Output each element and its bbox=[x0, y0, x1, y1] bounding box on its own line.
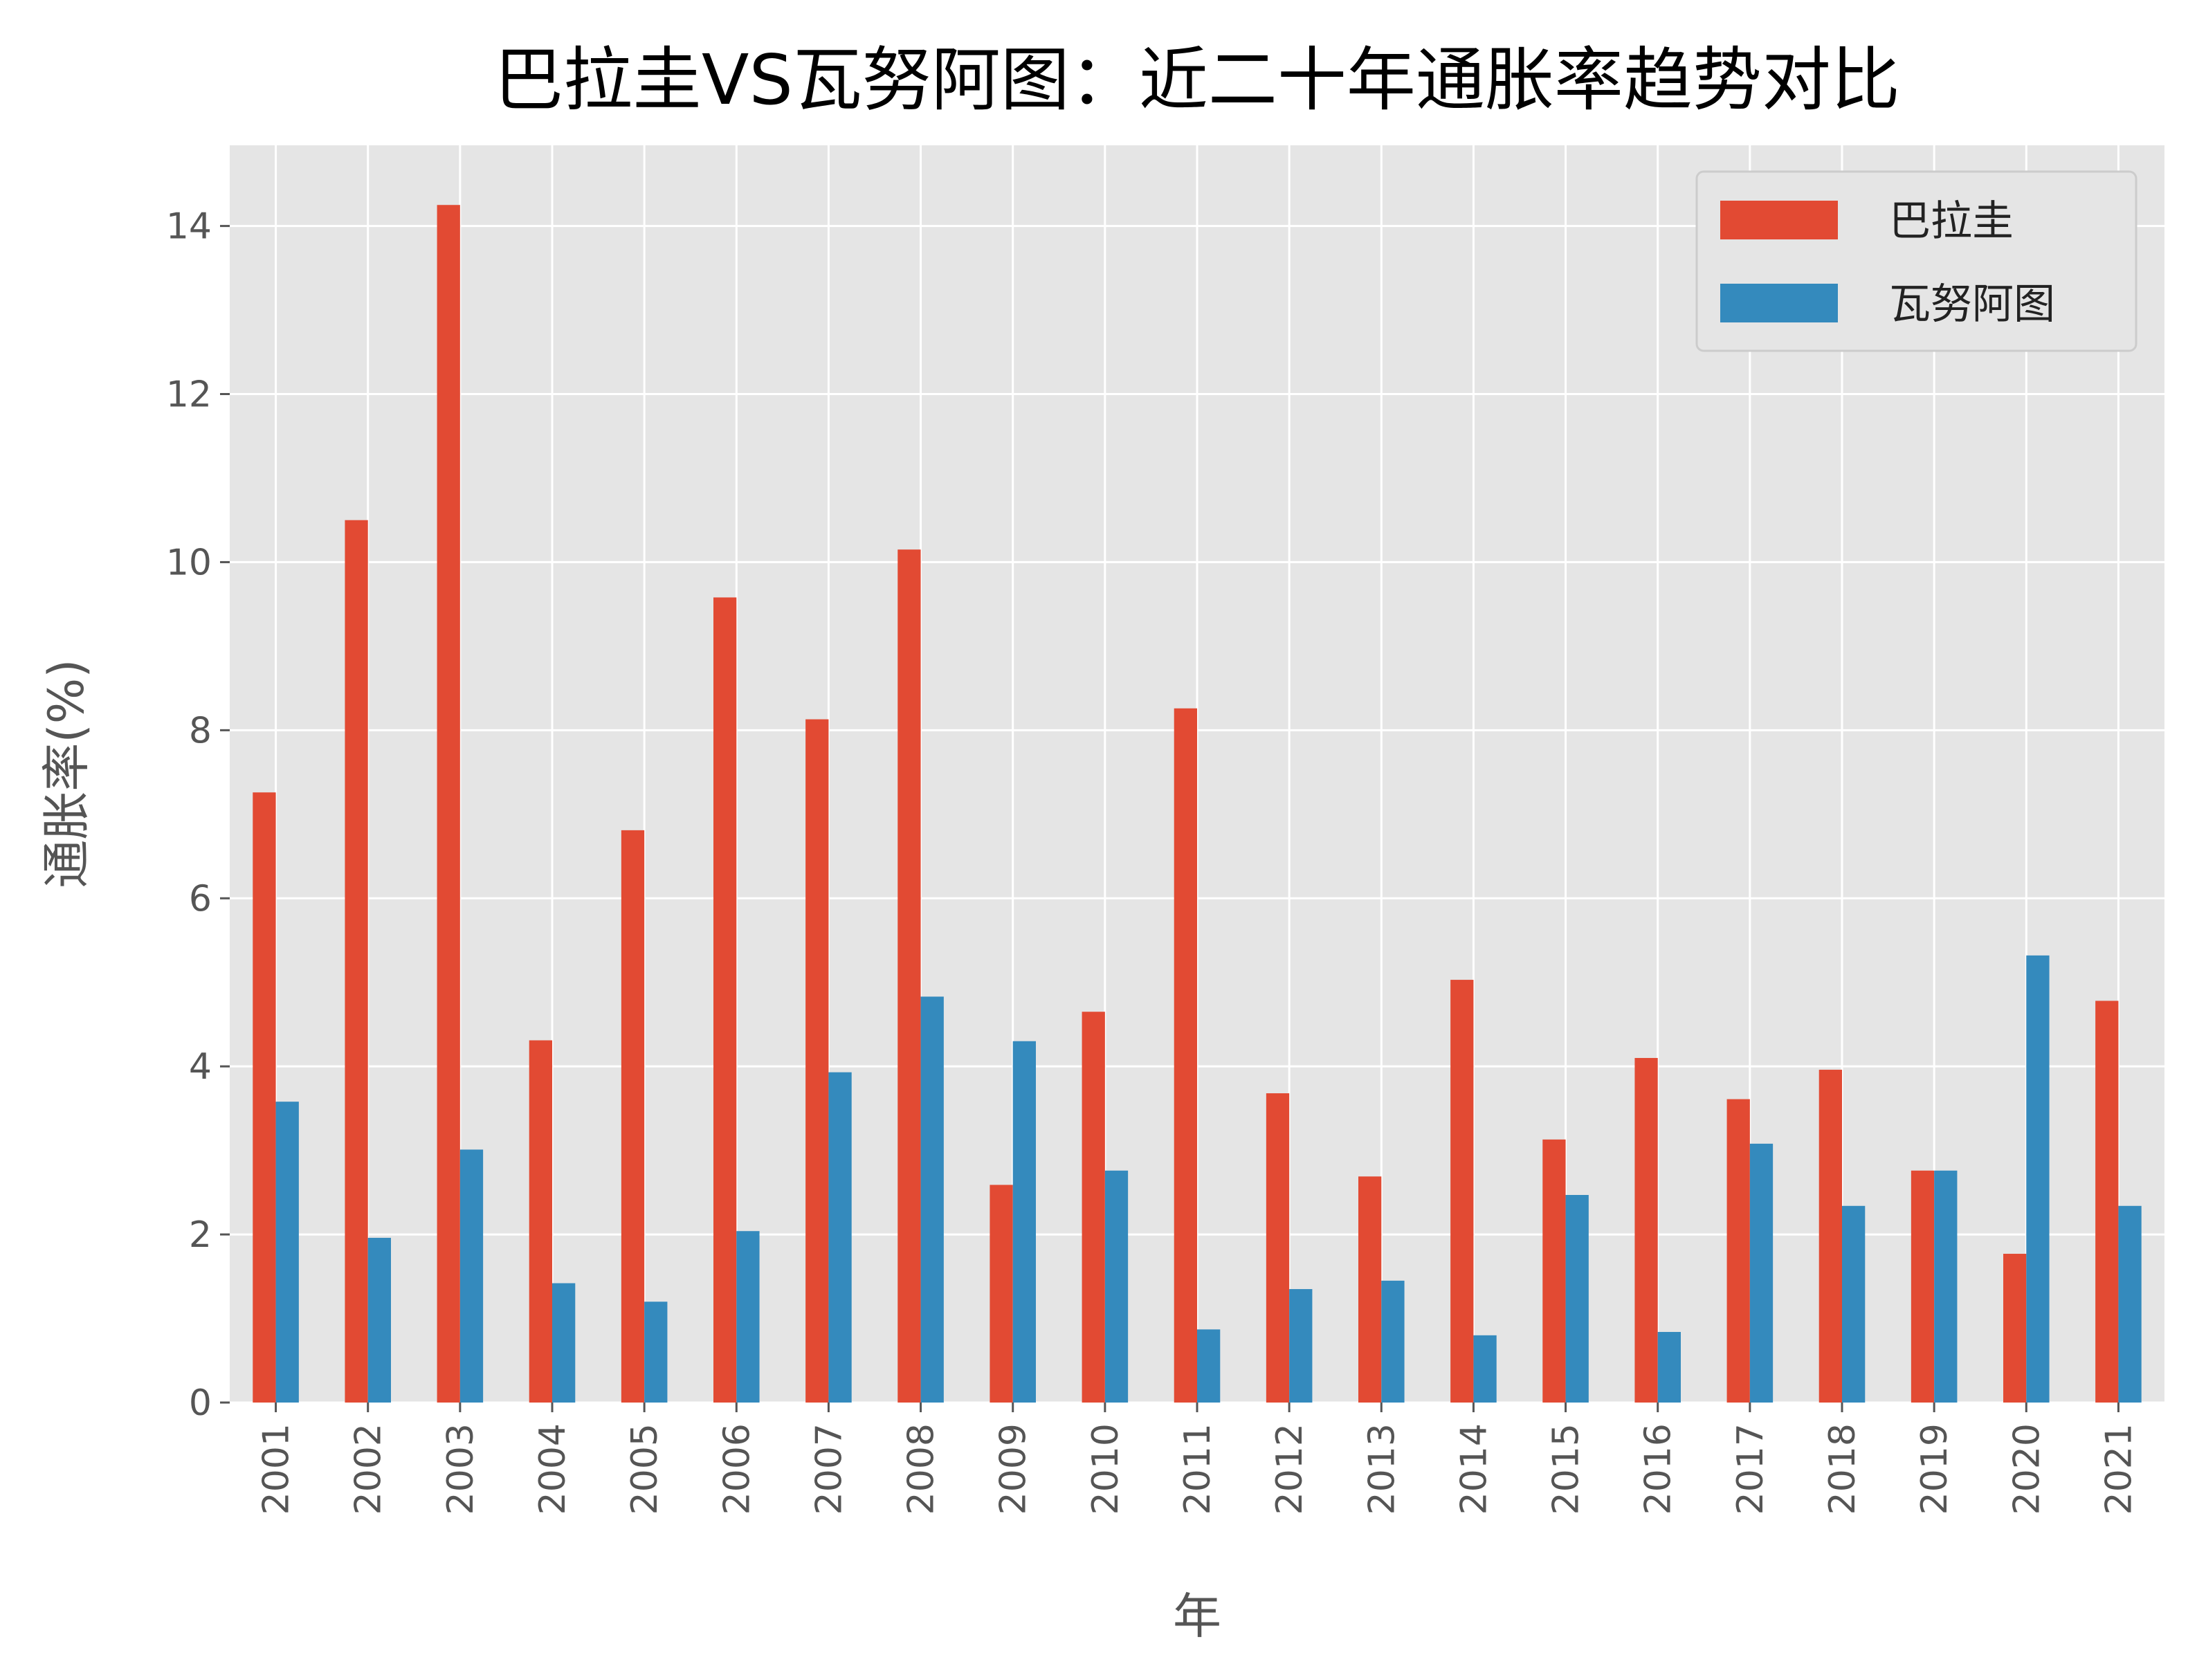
y-tick-label: 10 bbox=[166, 542, 212, 583]
bar-vanuatu-2004 bbox=[552, 1283, 576, 1403]
legend: 巴拉圭 瓦努阿图 bbox=[1695, 170, 2137, 352]
y-tick-label: 14 bbox=[166, 206, 212, 248]
y-tick-label: 8 bbox=[189, 710, 212, 751]
bar-paraguay-2008 bbox=[897, 549, 921, 1403]
bar-paraguay-2013 bbox=[1358, 1176, 1382, 1403]
x-tick-label: 2003 bbox=[440, 1423, 482, 1515]
x-tick-label: 2017 bbox=[1730, 1423, 1771, 1515]
x-tick-label: 2008 bbox=[901, 1423, 942, 1515]
y-tick-label: 6 bbox=[189, 878, 212, 920]
bar-paraguay-2019 bbox=[1911, 1170, 1935, 1403]
bar-paraguay-2014 bbox=[1450, 980, 1474, 1403]
bar-vanuatu-2008 bbox=[920, 996, 944, 1403]
x-tick-label: 2016 bbox=[1638, 1423, 1679, 1515]
bar-vanuatu-2003 bbox=[459, 1149, 484, 1403]
bar-vanuatu-2012 bbox=[1289, 1289, 1313, 1403]
bar-paraguay-2006 bbox=[713, 597, 737, 1403]
bar-paraguay-2011 bbox=[1174, 708, 1197, 1403]
bar-paraguay-2005 bbox=[621, 830, 645, 1403]
bar-vanuatu-2005 bbox=[644, 1302, 668, 1403]
bar-paraguay-2001 bbox=[253, 792, 276, 1403]
x-tick-label: 2018 bbox=[1822, 1423, 1863, 1515]
legend-label-paraguay: 巴拉圭 bbox=[1889, 197, 2014, 246]
x-tick-label: 2012 bbox=[1269, 1423, 1311, 1515]
bar-vanuatu-2001 bbox=[275, 1102, 299, 1403]
bar-paraguay-2017 bbox=[1726, 1099, 1750, 1403]
bar-vanuatu-2011 bbox=[1197, 1329, 1221, 1403]
x-tick-label: 2009 bbox=[993, 1423, 1034, 1515]
bar-paraguay-2004 bbox=[529, 1040, 552, 1403]
x-tick-label: 2019 bbox=[1914, 1423, 1956, 1515]
bar-vanuatu-2013 bbox=[1381, 1280, 1405, 1403]
bar-vanuatu-2017 bbox=[1749, 1143, 1774, 1403]
x-tick-label: 2014 bbox=[1453, 1423, 1495, 1515]
bars bbox=[253, 205, 2142, 1403]
x-tick-label: 2001 bbox=[256, 1423, 298, 1515]
x-tick-label: 2015 bbox=[1546, 1423, 1587, 1515]
x-tick-label: 2020 bbox=[2006, 1423, 2048, 1515]
x-axis-label: 年 bbox=[1173, 1588, 1221, 1645]
y-tick-label: 2 bbox=[189, 1214, 212, 1256]
bar-paraguay-2009 bbox=[990, 1185, 1013, 1403]
bar-paraguay-2012 bbox=[1266, 1093, 1290, 1403]
x-tick-label: 2011 bbox=[1177, 1423, 1219, 1515]
y-axis-label: 通胀率(%) bbox=[38, 659, 95, 888]
bar-paraguay-2020 bbox=[2003, 1254, 2027, 1403]
bar-paraguay-2016 bbox=[1634, 1058, 1658, 1403]
x-tick-label: 2004 bbox=[532, 1423, 574, 1515]
ticks: 0 2 4 6 8 10 12 14 2001 2002 2003 2004 2005 2006 2007 2… bbox=[166, 206, 2140, 1515]
bar-paraguay-2007 bbox=[805, 719, 829, 1403]
legend-swatch-paraguay bbox=[1720, 201, 1838, 239]
legend-swatch-vanuatu bbox=[1720, 284, 1838, 322]
bar-vanuatu-2009 bbox=[1012, 1041, 1036, 1403]
bar-vanuatu-2014 bbox=[1473, 1335, 1497, 1403]
x-tick-label: 2005 bbox=[624, 1423, 666, 1515]
y-tick-label: 4 bbox=[189, 1046, 212, 1088]
x-tick-label: 2013 bbox=[1361, 1423, 1403, 1515]
x-tick-label: 2021 bbox=[2098, 1423, 2140, 1515]
chart-title: 巴拉圭VS瓦努阿图：近二十年通胀率趋势对比 bbox=[494, 39, 1900, 120]
y-tick-label: 12 bbox=[166, 374, 212, 416]
y-tick-label: 0 bbox=[189, 1382, 212, 1424]
legend-label-vanuatu: 瓦努阿图 bbox=[1889, 280, 2055, 329]
bar-paraguay-2021 bbox=[2095, 1001, 2119, 1403]
bar-paraguay-2010 bbox=[1082, 1012, 1105, 1403]
x-tick-label: 2010 bbox=[1085, 1423, 1127, 1515]
bar-vanuatu-2019 bbox=[1934, 1170, 1958, 1403]
bar-vanuatu-2007 bbox=[828, 1072, 852, 1403]
x-tick-label: 2006 bbox=[716, 1423, 758, 1515]
bar-vanuatu-2018 bbox=[1842, 1205, 1866, 1403]
bar-paraguay-2003 bbox=[437, 205, 460, 1403]
bar-vanuatu-2002 bbox=[367, 1237, 391, 1403]
bar-vanuatu-2015 bbox=[1565, 1195, 1589, 1403]
x-tick-label: 2002 bbox=[348, 1423, 390, 1515]
bar-vanuatu-2006 bbox=[736, 1231, 760, 1403]
bar-paraguay-2002 bbox=[345, 520, 368, 1403]
bar-vanuatu-2010 bbox=[1104, 1170, 1129, 1403]
bar-vanuatu-2016 bbox=[1657, 1331, 1681, 1403]
bar-vanuatu-2020 bbox=[2026, 955, 2050, 1403]
bar-paraguay-2018 bbox=[1818, 1070, 1842, 1403]
x-tick-label: 2007 bbox=[808, 1423, 850, 1515]
bar-paraguay-2015 bbox=[1542, 1139, 1566, 1403]
bar-vanuatu-2021 bbox=[2118, 1205, 2142, 1403]
